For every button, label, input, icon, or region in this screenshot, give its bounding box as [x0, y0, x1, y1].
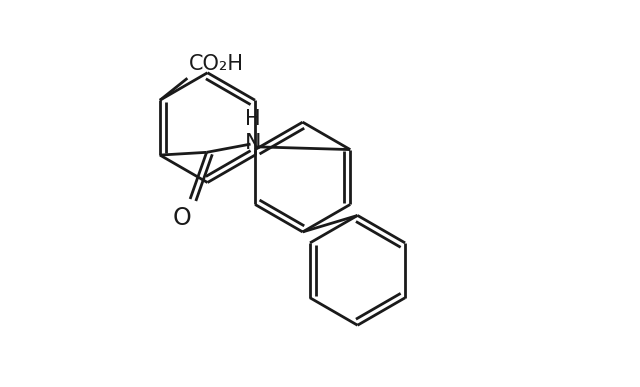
- Text: O: O: [173, 206, 191, 230]
- Text: H: H: [246, 109, 261, 129]
- Text: CO₂H: CO₂H: [189, 54, 244, 74]
- Text: N: N: [245, 133, 262, 153]
